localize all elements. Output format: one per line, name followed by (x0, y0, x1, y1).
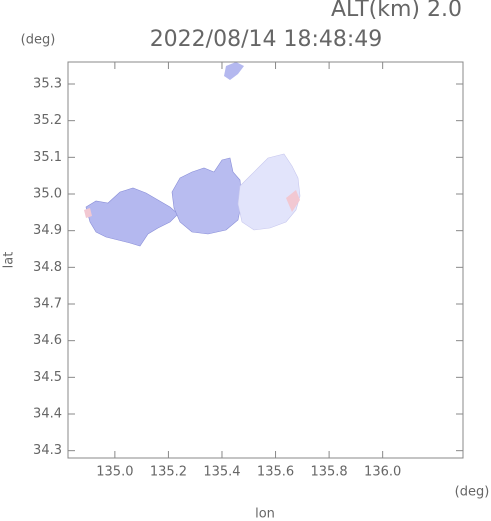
axes (67, 61, 464, 459)
x-tick-label: 135.8 (310, 465, 347, 480)
plot-frame (67, 61, 464, 459)
y-tick-label: 34.9 (33, 223, 62, 238)
y-tick-label: 35.2 (33, 113, 62, 128)
y-tick-label: 34.8 (33, 260, 62, 275)
echo-blob (171, 157, 243, 235)
y-tick-label: 34.7 (33, 297, 62, 312)
x-tick-label: 135.4 (203, 465, 240, 480)
x-tick-label: 136.0 (364, 465, 401, 480)
y-tick-label: 34.5 (33, 370, 62, 385)
echo-blob (85, 187, 179, 247)
y-tick-label: 35.0 (33, 187, 62, 202)
y-tick-label: 34.4 (33, 407, 62, 422)
y-axis-label: lat (2, 252, 17, 269)
chart-title: 2022/08/14 18:48:49 (150, 27, 383, 52)
x-axis-label: lon (255, 507, 275, 521)
echo-blob (237, 153, 301, 231)
y-tick-label: 35.1 (33, 150, 62, 165)
x-tick-label: 135.2 (150, 465, 187, 480)
subtitle: ALT(km) 2.0 (331, 0, 462, 22)
echo-regions (84, 62, 301, 247)
y-tick-label: 34.3 (33, 443, 62, 458)
x-unit: (deg) (455, 485, 490, 500)
y-unit: (deg) (21, 33, 56, 48)
y-tick-label: 34.6 (33, 333, 62, 348)
x-tick-label: 135.6 (257, 465, 294, 480)
x-tick-label: 135.0 (96, 465, 133, 480)
y-tick-label: 35.3 (33, 77, 62, 92)
echo-blob (224, 62, 244, 80)
